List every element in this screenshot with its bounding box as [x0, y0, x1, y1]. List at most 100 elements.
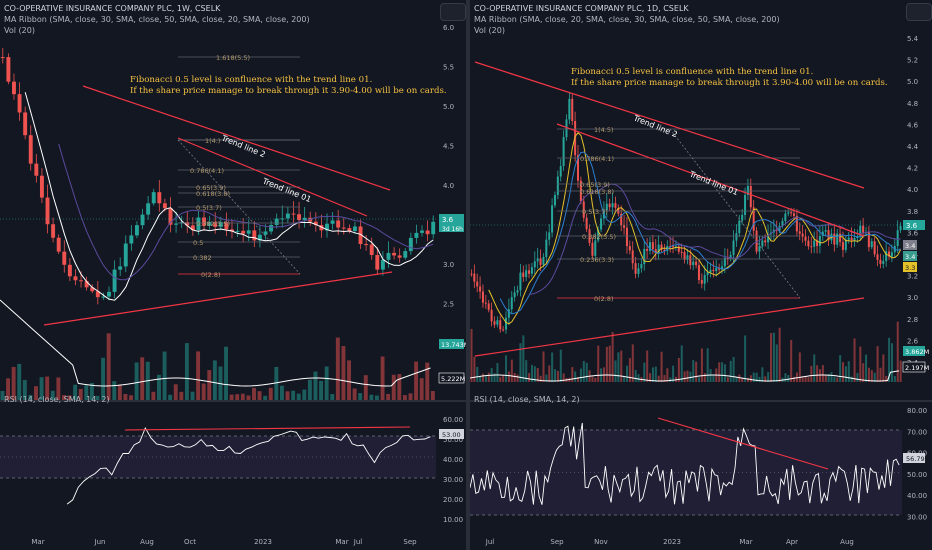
volume-bar — [493, 373, 496, 382]
time-axis-label: Mar — [335, 538, 348, 546]
time-axis-label: Mar — [31, 538, 44, 546]
candle-body — [291, 213, 296, 215]
candle-body — [611, 203, 614, 208]
volume-bar — [106, 333, 111, 400]
volume-bar — [516, 374, 519, 382]
left-chart-pane[interactable]: 6.05.55.04.54.03.53.02.560.0050.0040.003… — [0, 0, 466, 550]
volume-bar — [530, 364, 533, 382]
candle-body — [107, 291, 111, 297]
left-rsi-legend[interactable]: RSI (14, close, SMA, 14, 2) — [4, 395, 110, 404]
right-volume-legend[interactable]: Vol (20) — [474, 26, 505, 35]
volume-bar — [263, 395, 268, 400]
left-volume-legend[interactable]: Vol (20) — [4, 26, 35, 35]
time-axis-label: Mar — [739, 538, 752, 546]
candle-body — [213, 221, 218, 227]
volume-bar — [885, 375, 888, 382]
volume-bar — [585, 362, 588, 382]
candle-body — [648, 242, 652, 251]
candle-body — [585, 217, 588, 230]
volume-bar — [654, 366, 657, 382]
candle-body — [202, 217, 206, 226]
candle-body — [364, 244, 369, 246]
moving-average-line-1 — [488, 132, 902, 325]
weekly-price-chart[interactable]: 6.05.55.04.54.03.53.02.560.0050.0040.003… — [0, 0, 466, 550]
volume-bar — [758, 376, 761, 382]
volume-bar — [767, 372, 770, 382]
right-symbol-title[interactable]: CO-OPERATIVE INSURANCE COMPANY PLC, 1D, … — [474, 4, 689, 13]
left-symbol-title[interactable]: CO-OPERATIVE INSURANCE COMPANY PLC, 1W, … — [4, 4, 221, 13]
volume-bar — [801, 377, 804, 382]
volume-bar — [482, 373, 485, 382]
volume-bar — [39, 377, 44, 400]
candle-body — [499, 320, 502, 330]
candle-body — [146, 203, 151, 215]
volume-bar — [56, 377, 61, 400]
candle-body — [274, 218, 279, 225]
left-ma-ribbon-legend[interactable]: MA Ribbon (SMA, close, 30, SMA, close, 5… — [4, 15, 310, 24]
volume-bar — [335, 337, 340, 400]
volume-bar — [816, 365, 819, 382]
volume-bar — [628, 358, 631, 382]
volume-bar — [380, 356, 385, 400]
volume-bar — [761, 367, 764, 382]
volume-bar — [692, 360, 695, 382]
volume-bar — [577, 377, 580, 382]
rsi-axis-label: 40.00 — [907, 492, 927, 500]
candle-body — [490, 309, 493, 322]
volume-bar — [735, 377, 738, 382]
volume-bar — [755, 372, 758, 382]
candle-body — [568, 98, 571, 120]
rsi-axis-label: 20.00 — [443, 496, 463, 504]
left-pane-control-button[interactable] — [440, 3, 466, 21]
volume-bar — [643, 362, 646, 382]
candle-body — [530, 267, 533, 274]
candle-body — [162, 203, 167, 209]
daily-price-chart[interactable]: 5.4 5.2 5.0 4.8 4.6 4.4 4.2 4.0 3.8 3.6 3.4 3.2 3.0 2… — [470, 0, 932, 550]
price-axis-label: 3.8 — [907, 208, 918, 216]
candle-body — [118, 266, 123, 270]
ma-tag-value: 3.4 — [905, 242, 915, 250]
fibonacci-level-label: 0.65(3.9) — [196, 184, 226, 192]
candle-body — [890, 252, 893, 257]
candle-body — [876, 254, 879, 260]
pane-separator[interactable] — [466, 0, 470, 550]
volume-bar — [151, 391, 156, 400]
candle-body — [516, 290, 519, 293]
rsi-line — [66, 426, 431, 505]
candle-body — [646, 249, 649, 251]
fibonacci-level-label: 0.382(3.5) — [196, 220, 230, 228]
volume-bar — [548, 365, 551, 382]
right-chart-pane[interactable]: 5.4 5.2 5.0 4.8 4.6 4.4 4.2 4.0 3.8 3.6 3.4 3.2 3.0 2… — [470, 0, 932, 550]
volume-bar — [196, 351, 201, 400]
volume-bar — [519, 343, 522, 382]
candle-body — [548, 232, 551, 240]
volume-bar — [224, 346, 229, 400]
candle-body — [816, 240, 819, 246]
candle-body — [263, 231, 268, 235]
price-axis-label: 4.0 — [443, 182, 454, 190]
right-ma-ribbon-legend[interactable]: MA Ribbon (SMA, close, 20, SMA, close, 3… — [474, 15, 780, 24]
volume-bar — [528, 372, 531, 382]
right-rsi-legend[interactable]: RSI (14, close, SMA, 14, 2) — [474, 395, 580, 404]
volume-bar — [162, 351, 167, 400]
rsi-axis-label: 30.00 — [907, 514, 927, 522]
time-axis-label: 2023 — [663, 538, 681, 546]
right-pane-control-button[interactable] — [906, 3, 932, 21]
candle-body — [712, 269, 715, 272]
volume-bar — [611, 332, 614, 382]
volume-bar — [0, 390, 5, 400]
fibonacci-level-label: 1(4.) — [205, 137, 220, 145]
candle-body — [408, 237, 413, 252]
volume-bar — [623, 376, 626, 382]
fibonacci-level-label: 0.5 — [193, 239, 203, 247]
volume-bar — [703, 373, 706, 382]
time-axis-label: Aug — [840, 538, 854, 546]
candle-body — [839, 233, 842, 243]
candle-body — [752, 207, 755, 231]
volume-bar — [873, 372, 876, 382]
volume-bar — [732, 357, 735, 382]
volume-bar — [307, 379, 312, 400]
volume-bar — [190, 391, 195, 400]
trend-line-3 — [474, 297, 865, 357]
volume-bar — [830, 372, 833, 382]
